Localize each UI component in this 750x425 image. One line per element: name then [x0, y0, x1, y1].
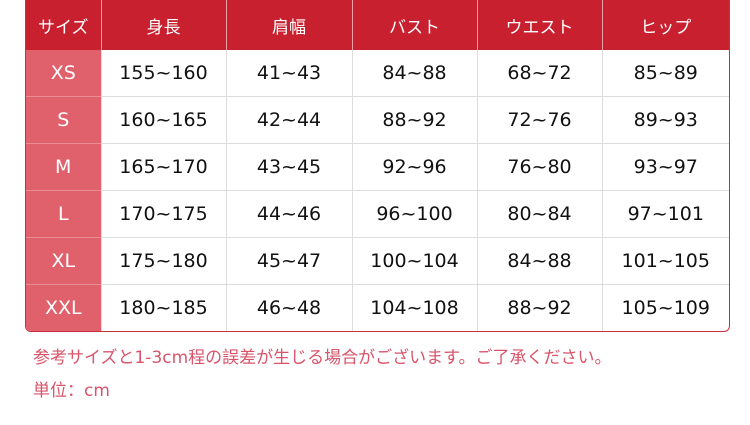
column-header: バスト: [351, 0, 477, 50]
size-label: XS: [26, 50, 101, 97]
table-cell: 165~170: [100, 143, 226, 191]
table-cell: 170~175: [100, 190, 226, 238]
table-cell: 155~160: [100, 50, 226, 97]
table-cell: 88~92: [476, 284, 602, 331]
table-cell: 41~43: [225, 50, 352, 97]
size-label: S: [26, 96, 101, 144]
column-header: ウエスト: [476, 0, 602, 50]
table-cell: 85~89: [601, 50, 729, 97]
table-cell: 46~48: [225, 284, 352, 331]
size-label: XXL: [26, 284, 101, 331]
table-cell: 43~45: [225, 143, 352, 191]
table-cell: 160~165: [100, 96, 226, 144]
size-label: L: [26, 190, 101, 238]
table-cell: 97~101: [601, 190, 729, 238]
table-cell: 89~93: [601, 96, 729, 144]
table-row: M 165~170 43~45 92~96 76~80 93~97: [26, 143, 729, 191]
table-cell: 104~108: [351, 284, 477, 331]
header-row: サイズ 身長 肩幅 バスト ウエスト ヒップ: [26, 0, 729, 50]
table-cell: 68~72: [476, 50, 602, 97]
column-header: ヒップ: [601, 0, 729, 50]
table-cell: 96~100: [351, 190, 477, 238]
table-cell: 100~104: [351, 237, 477, 285]
table-row: S 160~165 42~44 88~92 72~76 89~93: [26, 96, 729, 144]
table-cell: 175~180: [100, 237, 226, 285]
disclaimer-note: 参考サイズと1-3cm程の誤差が生じる場合がございます。ご了承ください。: [33, 348, 612, 368]
table-cell: 92~96: [351, 143, 477, 191]
size-label: XL: [26, 237, 101, 285]
table-cell: 84~88: [476, 237, 602, 285]
size-chart-table: サイズ 身長 肩幅 バスト ウエスト ヒップ XS 155~160 41~43 84~88 68~…: [25, 0, 730, 332]
table-cell: 84~88: [351, 50, 477, 97]
table-cell: 88~92: [351, 96, 477, 144]
table-cell: 180~185: [100, 284, 226, 331]
table-row: L 170~175 44~46 96~100 80~84 97~101: [26, 190, 729, 238]
table-cell: 76~80: [476, 143, 602, 191]
column-header: 身長: [100, 0, 226, 50]
table-cell: 42~44: [225, 96, 352, 144]
table-cell: 101~105: [601, 237, 729, 285]
table-row: XS 155~160 41~43 84~88 68~72 85~89: [26, 50, 729, 97]
column-header: 肩幅: [225, 0, 352, 50]
column-header: サイズ: [26, 0, 101, 50]
table-row: XL 175~180 45~47 100~104 84~88 101~105: [26, 237, 729, 285]
table-cell: 93~97: [601, 143, 729, 191]
table-cell: 72~76: [476, 96, 602, 144]
table-cell: 105~109: [601, 284, 729, 331]
table-cell: 45~47: [225, 237, 352, 285]
table-cell: 80~84: [476, 190, 602, 238]
unit-note: 単位：cm: [33, 381, 110, 401]
table-cell: 44~46: [225, 190, 352, 238]
size-label: M: [26, 143, 101, 191]
table-row: XXL 180~185 46~48 104~108 88~92 105~109: [26, 284, 729, 331]
